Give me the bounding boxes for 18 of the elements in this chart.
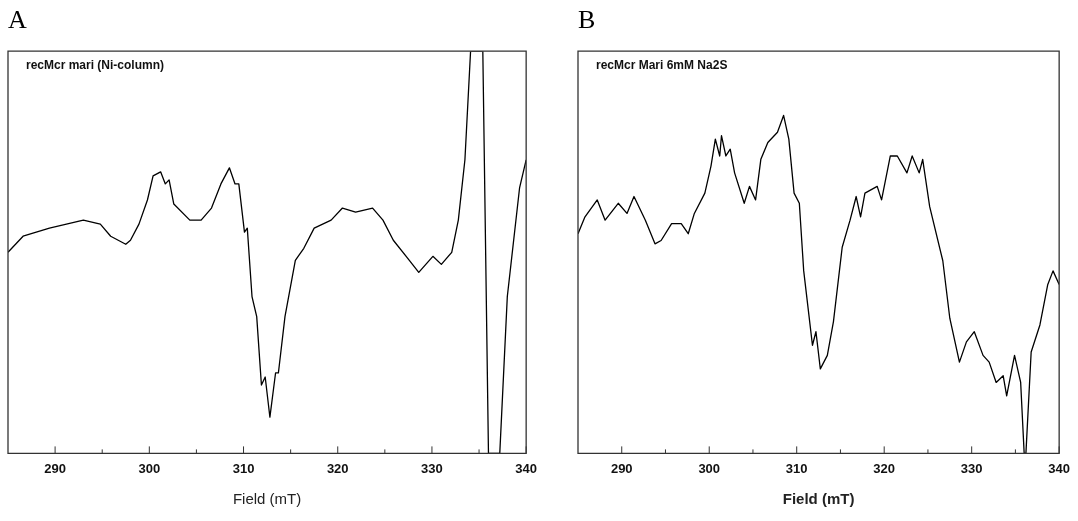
x-axis-title: Field (mT) [232, 490, 302, 508]
x-tick-label: 290 [610, 460, 633, 476]
x-tick-label: 330 [960, 460, 983, 476]
x-tick-label: 340 [515, 460, 538, 476]
x-tick-label: 330 [421, 460, 443, 476]
x-axis-title: Field (mT) [782, 490, 855, 508]
text: recMcr Mari 6mM Na2S [596, 57, 728, 72]
x-tick-label: 340 [1048, 460, 1071, 476]
chart-title: B [578, 5, 596, 35]
x-tick-label: 290 [44, 460, 66, 476]
annotation: recMcr mari (Ni-column) [26, 57, 165, 72]
x-tick-label: 310 [785, 460, 808, 476]
x-tick-label: 320 [326, 460, 349, 476]
x-tick-label: 310 [232, 460, 255, 476]
x-tick-label: 300 [698, 460, 721, 476]
x-tick-label: 300 [138, 460, 161, 476]
chart-title: A [8, 5, 27, 35]
x-tick-label: 320 [873, 460, 896, 476]
